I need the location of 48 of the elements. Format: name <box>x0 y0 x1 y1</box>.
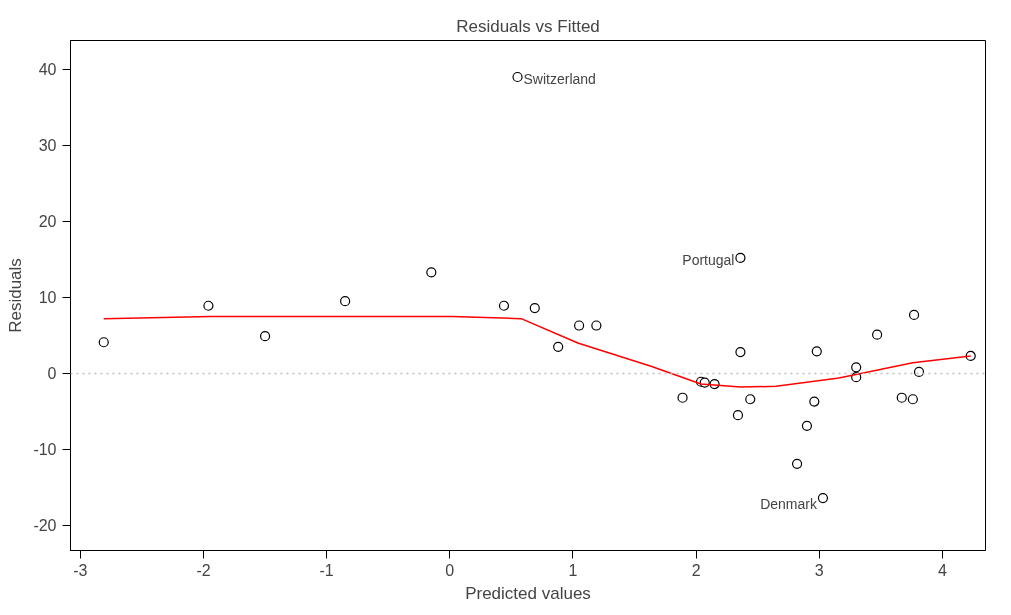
y-tick-label: 0 <box>47 365 57 383</box>
x-tick-label: 3 <box>814 561 824 579</box>
point <box>913 366 925 377</box>
y-axis-title: Residuals <box>6 258 26 333</box>
annotation: Portugal <box>682 251 735 268</box>
point <box>591 320 602 331</box>
point <box>735 252 746 263</box>
y-tick-label: 40 <box>38 61 57 79</box>
point <box>745 394 756 405</box>
point <box>426 267 437 278</box>
annotation: Denmark <box>760 496 818 513</box>
y-tick-label: -10 <box>33 441 57 459</box>
point <box>512 71 523 83</box>
x-axis-title: Predicted values <box>465 583 591 603</box>
point <box>851 362 862 373</box>
point <box>259 331 271 342</box>
point <box>677 392 688 403</box>
chart-title: Residuals vs Fitted <box>456 16 600 36</box>
x-tick-label: 4 <box>937 561 947 579</box>
point <box>735 347 746 358</box>
y-tick-label: 20 <box>38 213 57 231</box>
x-tick-label: 1 <box>568 561 578 579</box>
point <box>809 396 820 407</box>
point <box>340 296 351 307</box>
point <box>498 300 510 311</box>
annotation: Switzerland <box>523 70 596 87</box>
point <box>732 410 744 421</box>
point <box>574 320 585 331</box>
point <box>817 492 829 504</box>
point <box>908 309 920 320</box>
point <box>811 346 822 357</box>
y-tick-label: -20 <box>33 517 57 535</box>
point <box>553 341 564 352</box>
point <box>801 420 813 431</box>
point <box>896 392 907 403</box>
x-tick-label: 0 <box>445 561 455 579</box>
point <box>791 458 803 469</box>
point <box>98 337 109 348</box>
x-tick-label: 2 <box>691 561 701 579</box>
y-tick-label: 30 <box>38 137 57 155</box>
x-tick-label: -3 <box>73 561 88 579</box>
point <box>529 302 540 314</box>
x-tick-label: -1 <box>319 561 334 579</box>
x-tick-label: -2 <box>196 561 211 579</box>
point <box>203 300 214 311</box>
y-tick-label: 10 <box>38 289 57 307</box>
point <box>907 394 918 405</box>
point <box>872 329 883 340</box>
